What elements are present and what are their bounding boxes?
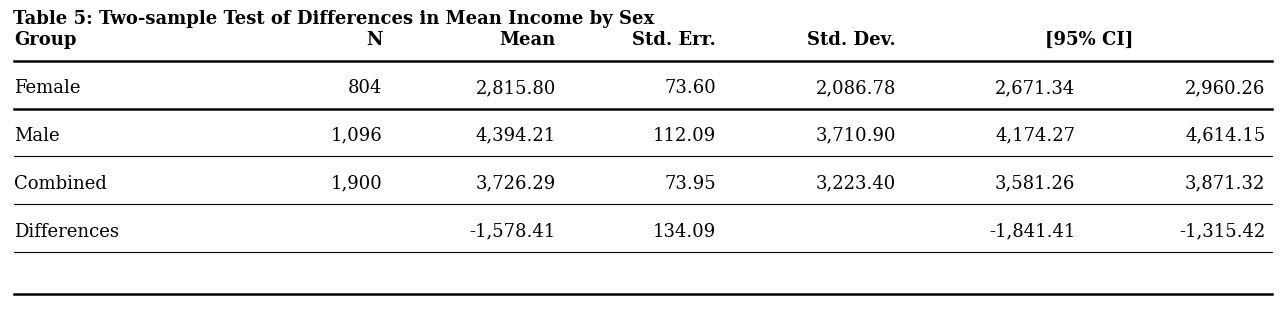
Text: 4,614.15: 4,614.15 <box>1186 127 1265 145</box>
Text: 134.09: 134.09 <box>653 223 716 240</box>
Text: 73.60: 73.60 <box>665 79 716 97</box>
Text: 4,394.21: 4,394.21 <box>476 127 556 145</box>
Text: 3,871.32: 3,871.32 <box>1184 175 1265 193</box>
Text: 73.95: 73.95 <box>665 175 716 193</box>
Text: 3,581.26: 3,581.26 <box>995 175 1075 193</box>
Text: 112.09: 112.09 <box>653 127 716 145</box>
Text: 3,710.90: 3,710.90 <box>815 127 896 145</box>
Text: [95% CI]: [95% CI] <box>1044 31 1133 49</box>
Text: Male: Male <box>14 127 60 145</box>
Text: 4,174.27: 4,174.27 <box>995 127 1075 145</box>
Text: Differences: Differences <box>14 223 120 240</box>
Text: 3,223.40: 3,223.40 <box>815 175 896 193</box>
Text: N: N <box>367 31 382 49</box>
Text: 2,960.26: 2,960.26 <box>1184 79 1265 97</box>
Text: 2,086.78: 2,086.78 <box>815 79 896 97</box>
Text: 1,096: 1,096 <box>331 127 382 145</box>
Text: Std. Dev.: Std. Dev. <box>808 31 896 49</box>
Text: 3,726.29: 3,726.29 <box>476 175 556 193</box>
Text: Table 5: Two-sample Test of Differences in Mean Income by Sex: Table 5: Two-sample Test of Differences … <box>13 10 655 28</box>
Text: Mean: Mean <box>499 31 556 49</box>
Text: Group: Group <box>14 31 77 49</box>
Text: 2,815.80: 2,815.80 <box>476 79 556 97</box>
Text: 804: 804 <box>349 79 382 97</box>
Text: -1,578.41: -1,578.41 <box>469 223 556 240</box>
Text: 2,671.34: 2,671.34 <box>995 79 1075 97</box>
Text: -1,841.41: -1,841.41 <box>989 223 1075 240</box>
Text: Combined: Combined <box>14 175 107 193</box>
Text: Std. Err.: Std. Err. <box>633 31 716 49</box>
Text: Female: Female <box>14 79 81 97</box>
Text: 1,900: 1,900 <box>331 175 382 193</box>
Text: -1,315.42: -1,315.42 <box>1179 223 1265 240</box>
